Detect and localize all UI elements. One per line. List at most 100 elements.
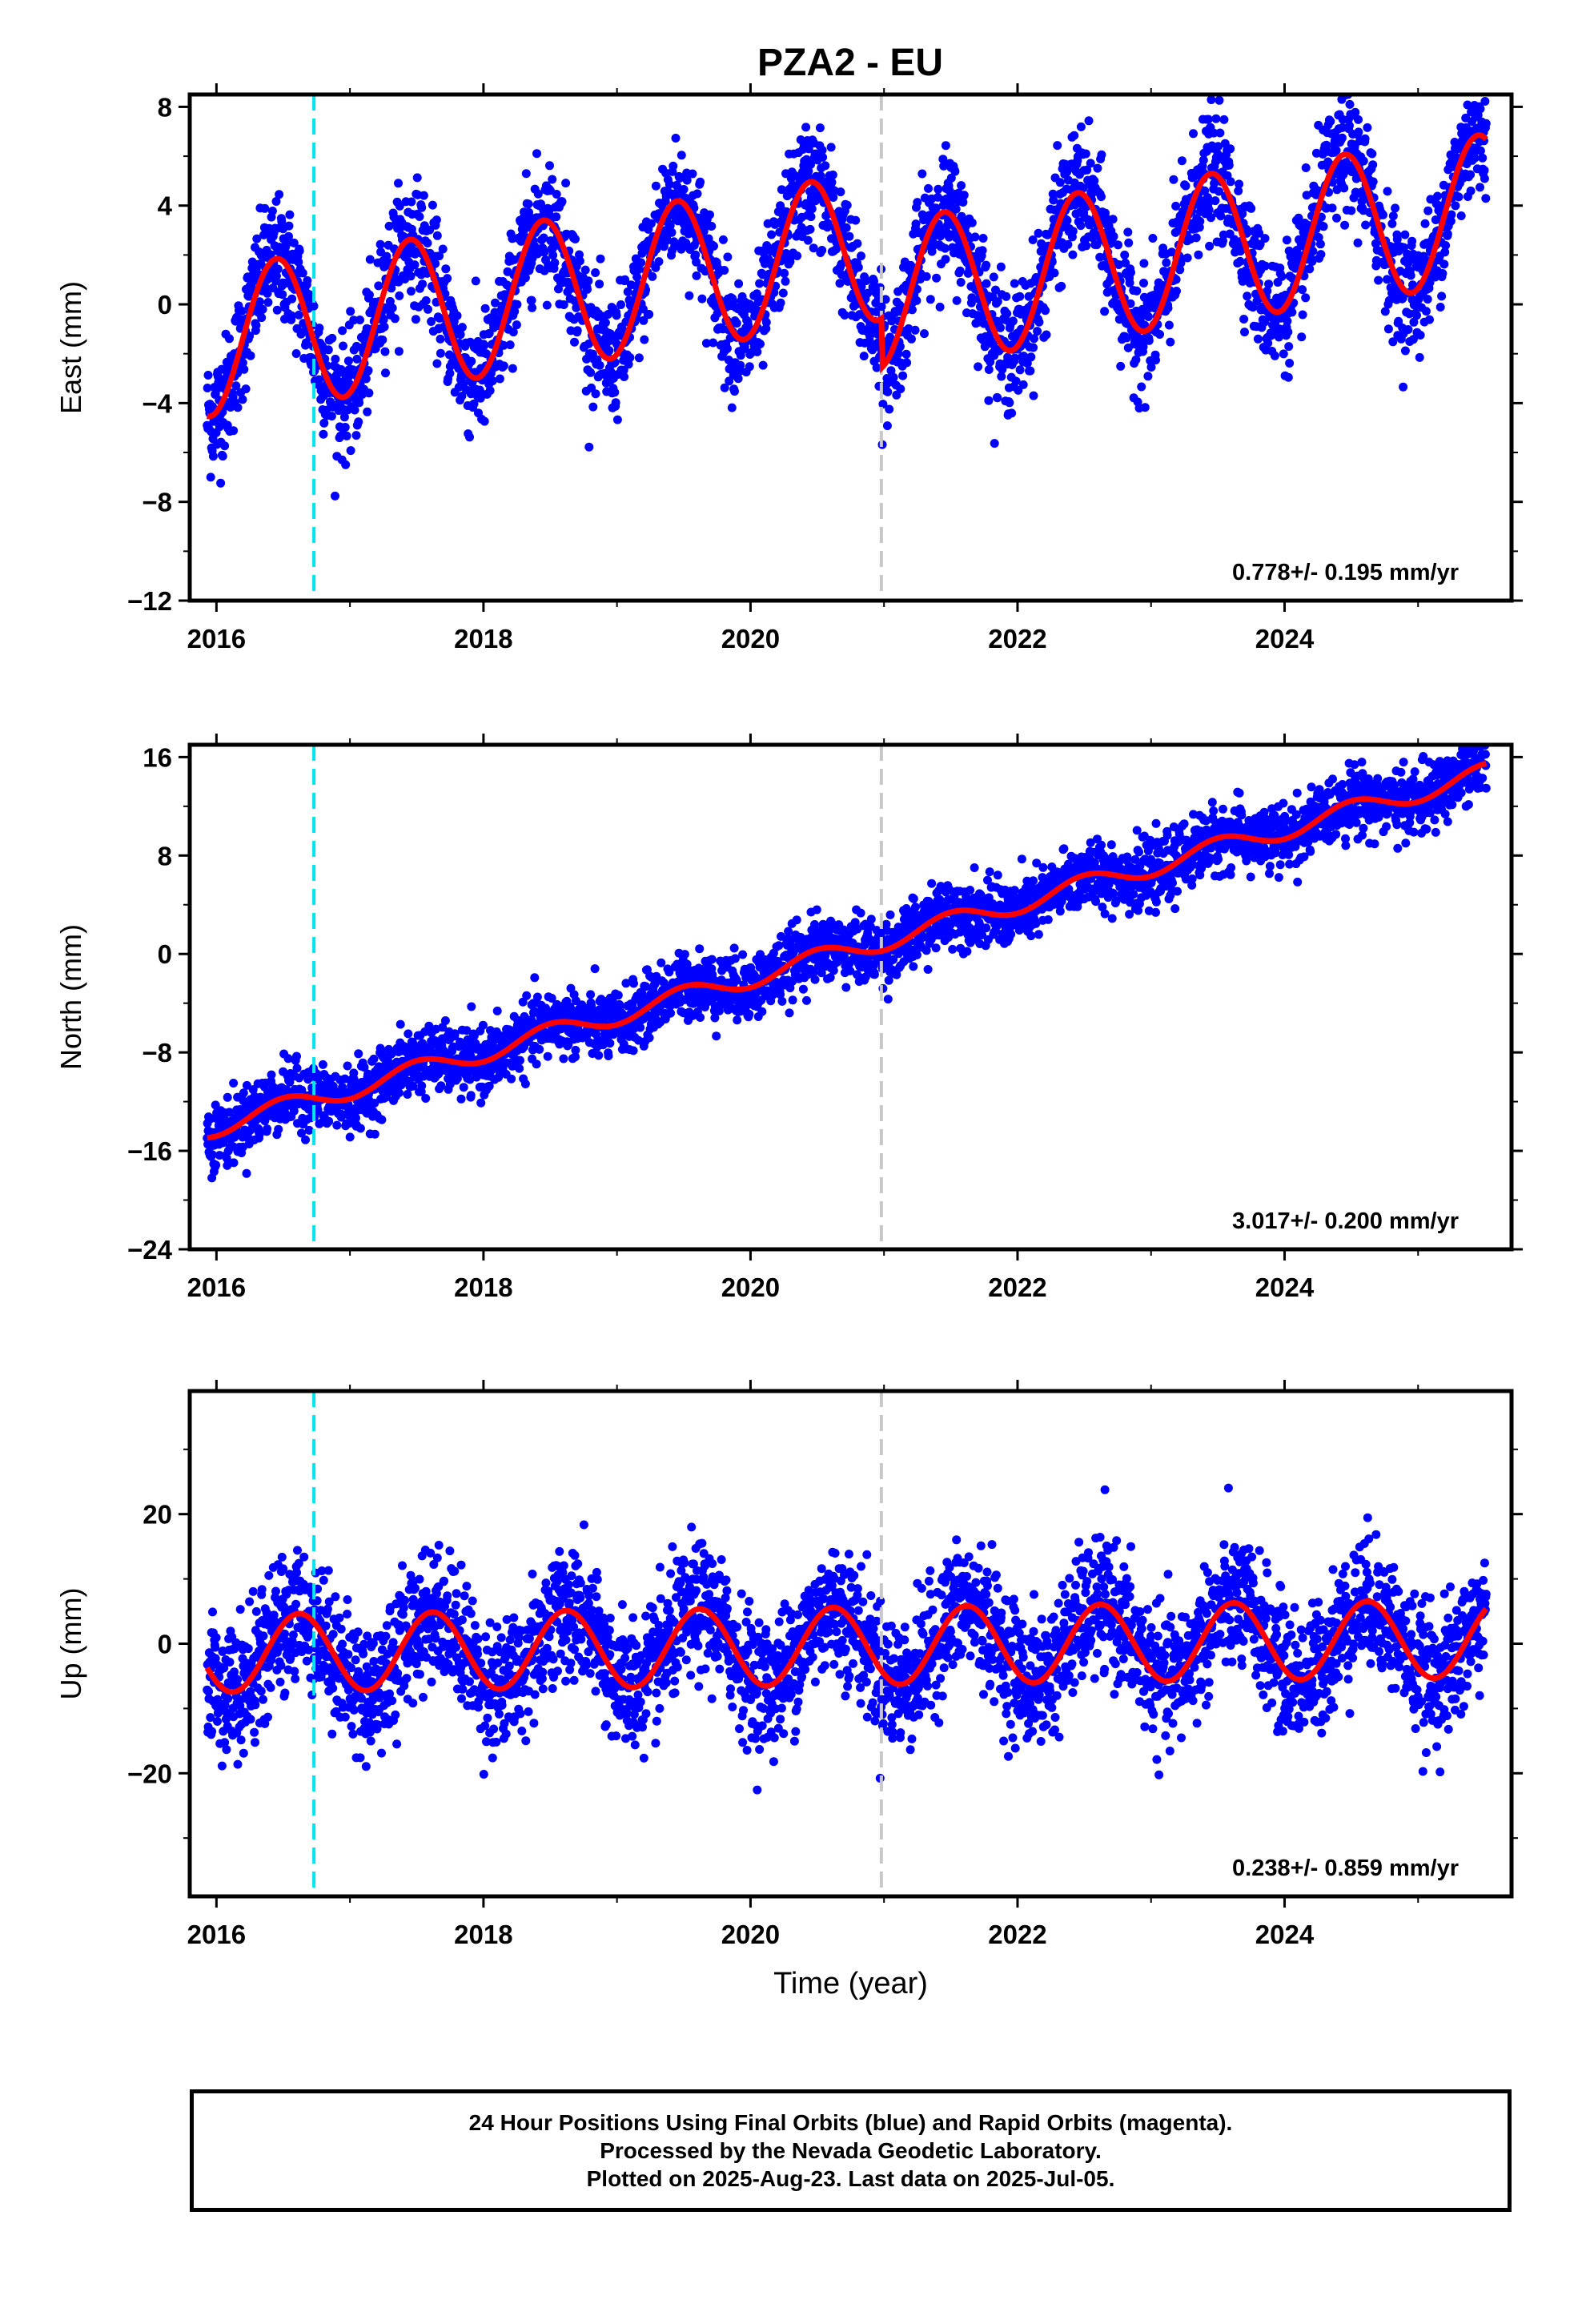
data-point [394, 1088, 404, 1098]
data-point [841, 223, 851, 232]
data-point [304, 290, 314, 300]
data-point [720, 383, 729, 392]
data-point [665, 221, 675, 231]
data-point [1368, 177, 1378, 187]
data-point [532, 149, 541, 159]
data-point [707, 955, 717, 964]
data-point [1363, 123, 1372, 132]
data-point [957, 211, 966, 221]
data-point [662, 235, 672, 245]
data-point [1294, 213, 1303, 223]
data-point [611, 398, 620, 408]
data-point [533, 189, 543, 199]
data-point [1394, 316, 1403, 326]
data-point [1177, 156, 1186, 166]
data-point [842, 200, 852, 210]
data-point [1367, 149, 1377, 159]
data-point [1264, 279, 1274, 289]
data-point [1243, 292, 1252, 301]
data-point [510, 307, 520, 316]
data-point [543, 1051, 552, 1061]
data-point [853, 239, 862, 248]
data-point [1415, 352, 1424, 362]
data-point [206, 472, 215, 482]
data-point [271, 197, 281, 206]
data-point [1139, 279, 1148, 287]
data-point [723, 252, 733, 262]
data-point [327, 412, 336, 421]
data-point [1282, 235, 1291, 245]
data-point [239, 1088, 248, 1098]
data-point [1383, 187, 1392, 196]
data-point [363, 366, 373, 376]
data-point [516, 1055, 524, 1065]
data-point [1014, 385, 1023, 395]
data-point [1030, 334, 1038, 344]
data-point [821, 161, 830, 171]
data-point [1441, 241, 1451, 250]
data-point [1331, 146, 1341, 155]
data-point [736, 360, 745, 370]
data-point [1033, 327, 1042, 336]
data-point [1437, 292, 1447, 301]
data-point [634, 353, 644, 363]
data-point [466, 1091, 476, 1100]
data-point [423, 239, 432, 247]
data-point [604, 1051, 613, 1060]
data-point [380, 347, 390, 356]
data-point [910, 325, 920, 335]
data-point [828, 170, 837, 179]
data-point [274, 1124, 283, 1134]
data-point [407, 287, 416, 296]
data-point [695, 944, 705, 954]
data-point [229, 1158, 239, 1168]
data-point [817, 146, 827, 155]
data-point [692, 271, 701, 280]
data-point [1380, 307, 1390, 316]
data-point [515, 1063, 524, 1073]
data-point [1305, 264, 1315, 274]
data-point [1438, 269, 1447, 278]
data-point [432, 215, 441, 225]
data-point [571, 235, 580, 243]
data-point [780, 268, 789, 278]
data-point [996, 323, 1005, 332]
data-point [318, 1059, 327, 1069]
data-point [417, 203, 427, 212]
data-point [1353, 238, 1363, 247]
data-point [350, 405, 359, 415]
data-point [365, 255, 375, 264]
data-point [287, 294, 297, 304]
data-point [1053, 141, 1062, 151]
data-point [1421, 307, 1431, 316]
data-point [239, 364, 249, 374]
data-point [877, 302, 886, 312]
data-point [404, 1029, 413, 1039]
data-point [1447, 210, 1456, 219]
data-point [1144, 336, 1154, 345]
data-point [313, 1105, 323, 1115]
data-point [457, 323, 467, 332]
data-point [355, 398, 364, 408]
data-point [359, 1063, 369, 1072]
data-point [1211, 114, 1221, 123]
data-point [644, 1033, 654, 1043]
data-point [946, 173, 956, 183]
data-point [1368, 160, 1378, 170]
data-point [459, 379, 468, 388]
data-point [859, 352, 869, 361]
data-point [1203, 115, 1213, 124]
data-point [338, 326, 347, 336]
data-point [294, 310, 303, 320]
data-point [679, 185, 689, 194]
data-point [351, 1113, 360, 1123]
data-point [835, 279, 845, 288]
data-point [1476, 183, 1484, 192]
data-point [1155, 330, 1164, 339]
data-point [1081, 149, 1090, 159]
data-point [431, 259, 440, 268]
data-point [363, 407, 372, 416]
data-point [289, 238, 299, 247]
data-point [1406, 271, 1415, 280]
